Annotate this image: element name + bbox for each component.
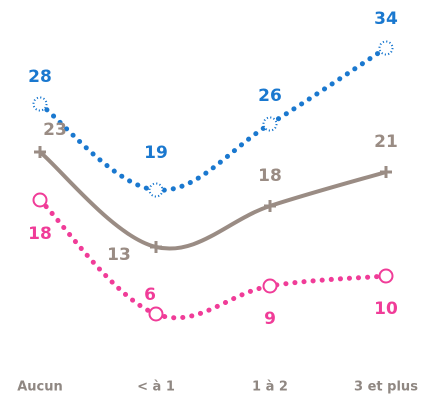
data-point-marker [32,96,48,112]
data-point-marker [32,192,48,208]
series-0: 28 19 26 34 [28,9,398,198]
data-label: 18 [258,166,282,186]
data-label: 34 [374,9,398,29]
data-label: 19 [144,143,168,163]
series-line [38,150,388,251]
data-point-marker [262,116,278,132]
x-tick-label: 1 à 2 [252,380,288,395]
data-label: 10 [374,299,398,319]
series-line [37,197,389,321]
data-point-marker [378,40,394,56]
data-point-marker [150,241,162,253]
x-tick-label: < à 1 [137,380,175,395]
data-point-marker [264,200,276,212]
x-tick-label: Aucun [17,380,63,395]
series-line [37,45,389,193]
data-point-marker [34,146,46,158]
series-1: 23 13 18 21 [34,120,398,265]
data-label: 21 [374,132,398,152]
data-point-marker [148,182,164,198]
data-label: 9 [264,309,276,329]
data-label: 18 [28,224,52,244]
data-point-marker [378,268,394,284]
data-label: 6 [144,285,156,305]
data-label: 28 [28,67,52,87]
data-point-marker [380,166,392,178]
x-tick-label: 3 et plus [354,380,418,395]
data-label: 26 [258,86,282,106]
data-point-marker [148,306,164,322]
series-2: 18 6 9 10 [28,192,398,329]
data-label: 13 [107,245,131,265]
data-point-marker [262,278,278,294]
data-label: 23 [43,120,67,140]
